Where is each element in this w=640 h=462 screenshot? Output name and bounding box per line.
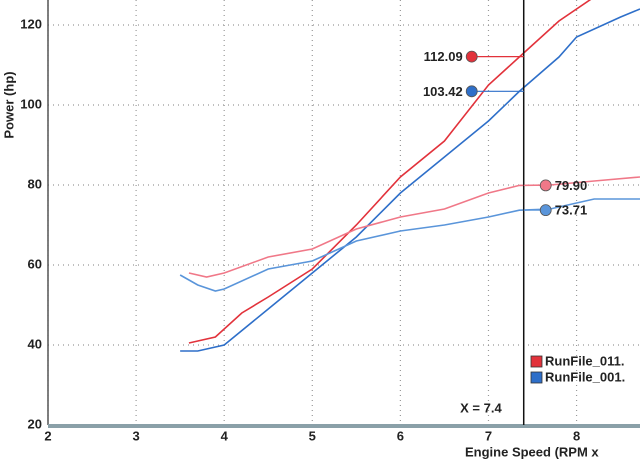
x-tick-label: 6 <box>397 428 404 443</box>
power-line <box>180 8 640 352</box>
legend-label: RunFile_011. <box>545 353 624 368</box>
legend-swatch <box>530 355 543 368</box>
x-axis-label: Engine Speed (RPM x <box>465 444 599 459</box>
y-tick-label: 100 <box>20 96 42 111</box>
legend-label: RunFile_001. <box>545 369 625 384</box>
y-tick-label: 60 <box>28 256 42 271</box>
readout-label: 103.42 <box>423 84 463 99</box>
x-tick-label: 7 <box>485 428 492 443</box>
x-tick-label: 3 <box>132 428 139 443</box>
x-tick-label: 5 <box>309 428 316 443</box>
readout-dot <box>539 204 552 217</box>
readout-dot <box>539 179 552 192</box>
x-tick-label: 4 <box>221 428 229 443</box>
y-axis-label: Power (hp) <box>1 71 16 138</box>
y-tick-label: 80 <box>28 176 42 191</box>
cursor-label: X = 7.4 <box>460 400 502 415</box>
legend-swatch <box>530 371 543 384</box>
y-tick-label: 20 <box>28 416 42 431</box>
x-tick-label: 2 <box>44 428 51 443</box>
plot-area <box>179 0 640 352</box>
readout-dot <box>465 50 478 63</box>
readout-dot <box>465 85 478 98</box>
x-axis <box>48 424 640 428</box>
power-line <box>188 0 592 344</box>
readout-label: 73.71 <box>555 203 588 218</box>
y-tick-label: 40 <box>28 336 42 351</box>
y-tick-label: 120 <box>20 16 42 31</box>
readout-label: 79.90 <box>555 178 588 193</box>
readout-label: 112.09 <box>424 49 463 64</box>
x-tick-label: 8 <box>573 428 580 443</box>
